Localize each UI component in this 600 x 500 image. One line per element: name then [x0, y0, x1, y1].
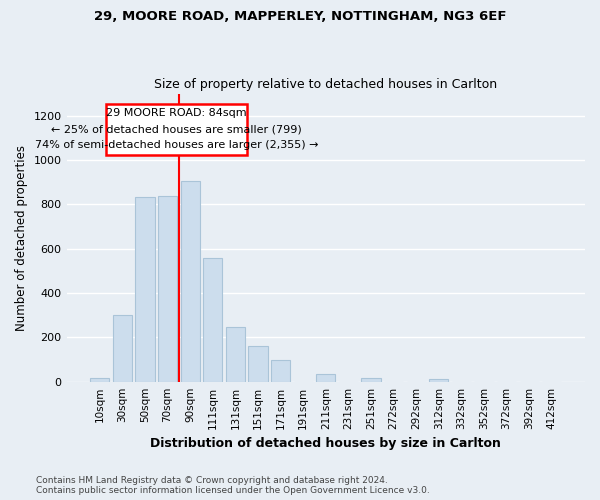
Bar	[226, 328, 245, 382]
Bar	[90, 378, 109, 382]
Bar	[158, 196, 177, 382]
Text: Contains HM Land Registry data © Crown copyright and database right 2024.
Contai: Contains HM Land Registry data © Crown c…	[36, 476, 430, 495]
Bar	[113, 314, 132, 382]
Text: 29, MOORE ROAD, MAPPERLEY, NOTTINGHAM, NG3 6EF: 29, MOORE ROAD, MAPPERLEY, NOTTINGHAM, N…	[94, 10, 506, 23]
FancyBboxPatch shape	[106, 104, 247, 154]
Bar	[271, 360, 290, 382]
Y-axis label: Number of detached properties: Number of detached properties	[15, 144, 28, 330]
X-axis label: Distribution of detached houses by size in Carlton: Distribution of detached houses by size …	[151, 437, 501, 450]
Bar	[181, 180, 200, 382]
Bar	[429, 380, 448, 382]
Bar	[203, 258, 223, 382]
Bar	[248, 346, 268, 382]
Title: Size of property relative to detached houses in Carlton: Size of property relative to detached ho…	[154, 78, 497, 91]
Bar	[316, 374, 335, 382]
Bar	[136, 197, 155, 382]
Bar	[361, 378, 380, 382]
Text: 29 MOORE ROAD: 84sqm
← 25% of detached houses are smaller (799)
74% of semi-deta: 29 MOORE ROAD: 84sqm ← 25% of detached h…	[35, 108, 319, 150]
